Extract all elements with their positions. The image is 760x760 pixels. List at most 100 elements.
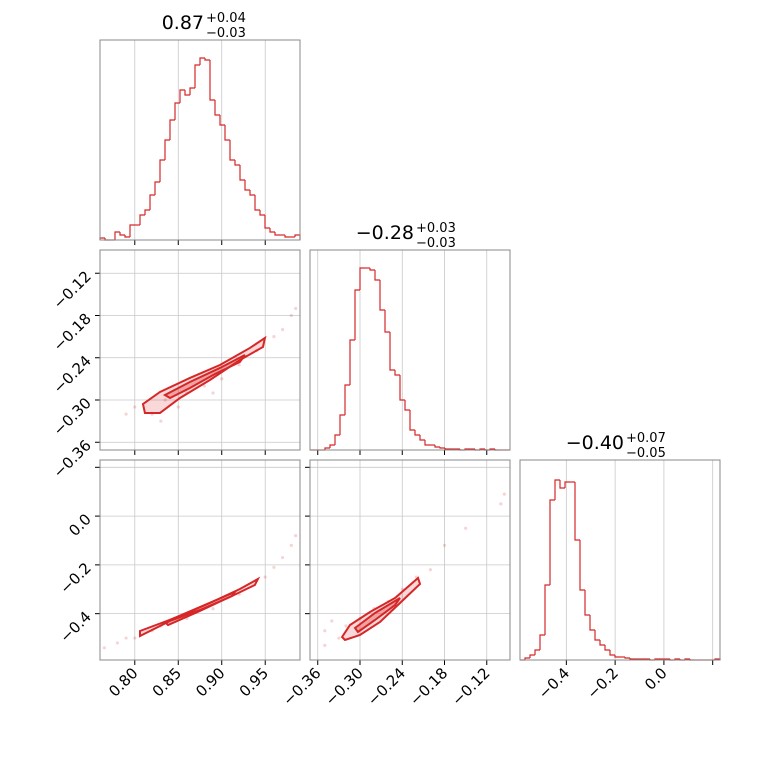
hist-step	[244, 180, 250, 191]
hist-step	[614, 655, 620, 658]
hist-step	[114, 231, 120, 240]
panel-frame	[99, 39, 301, 241]
hist-step	[129, 224, 135, 237]
hist-step	[119, 232, 125, 236]
sample-point	[237, 363, 241, 367]
sample-point	[330, 619, 334, 623]
x-tick-label: 0.85	[149, 664, 185, 700]
hist-step	[234, 160, 240, 166]
sample-point	[281, 327, 285, 332]
hist-step	[549, 499, 555, 585]
hist-step	[394, 370, 400, 376]
hist-step	[269, 228, 275, 233]
hist-step	[124, 235, 130, 238]
hist-step	[264, 215, 270, 229]
x-tick-label: 0.95	[236, 664, 272, 700]
panel-title-upper: +0.03	[416, 221, 456, 236]
sample-point	[464, 526, 468, 530]
sample-point	[289, 543, 293, 547]
x-tick-label: −0.12	[448, 664, 493, 709]
y-tick-label: 0.0	[65, 510, 95, 540]
panel: 0.87 +0.04−0.03	[99, 11, 301, 245]
contour	[353, 597, 401, 634]
y-tick-label: −0.24	[50, 352, 95, 397]
panel-frame	[309, 459, 511, 661]
sample-point	[281, 555, 285, 560]
panel-title: −0.40	[566, 432, 624, 454]
hist-step	[624, 657, 630, 659]
panel-frame	[519, 459, 721, 661]
hist-step	[194, 64, 200, 88]
sample-point	[124, 412, 128, 416]
hist-step	[524, 657, 530, 660]
x-tick-label: −0.30	[322, 664, 367, 709]
sample-point	[323, 629, 327, 633]
y-tick-label: −0.4	[56, 608, 94, 646]
hist-step	[149, 194, 155, 210]
hist-step	[339, 414, 345, 435]
hist-step	[409, 410, 415, 431]
hist-step	[344, 384, 350, 415]
hist-step	[599, 640, 605, 646]
hist-step	[439, 447, 445, 449]
x-tick-label: −0.24	[364, 664, 409, 709]
sample-point	[289, 313, 293, 318]
sample-point	[344, 624, 348, 628]
hist-step	[169, 119, 175, 140]
sample-point	[115, 641, 119, 645]
hist-step	[179, 89, 185, 103]
hist-step	[359, 267, 365, 290]
hist-step	[424, 440, 430, 446]
panel: 0.80 0.85 0.90 0.95 0.0 −0.2 −0.4	[56, 459, 301, 700]
hist-step	[189, 87, 195, 95]
sample-point	[337, 636, 341, 640]
x-tick-label: −0.4	[535, 664, 573, 702]
hist-step	[174, 102, 180, 120]
hist-step	[284, 235, 290, 238]
sample-point	[294, 306, 298, 311]
panel-title-lower: −0.03	[416, 236, 456, 251]
panel-title-upper: +0.07	[626, 431, 666, 446]
hist-step	[544, 584, 550, 635]
panel-title: −0.28	[356, 222, 414, 244]
hist-step	[629, 658, 635, 660]
panel: −0.12−0.18−0.24−0.30−0.36	[50, 249, 301, 482]
sample-point	[272, 335, 276, 339]
hist-step	[379, 280, 385, 311]
hist-step	[594, 630, 600, 641]
hist-step	[324, 447, 330, 450]
y-tick-label: −0.36	[50, 436, 95, 481]
y-tick-label: −0.12	[50, 267, 95, 312]
hist-step	[334, 434, 340, 445]
sample-point	[272, 565, 276, 569]
hist-step	[214, 100, 220, 116]
panel-frame	[309, 249, 511, 451]
sample-point	[294, 534, 298, 538]
panel: −0.36−0.30−0.24−0.18−0.12	[279, 459, 511, 709]
hist-step	[369, 268, 375, 271]
hist-step	[229, 140, 235, 161]
hist-step	[259, 210, 265, 216]
panel-title-lower: −0.05	[626, 446, 666, 461]
hist-step	[399, 375, 405, 401]
hist-step	[294, 234, 301, 240]
panel-title-upper: +0.04	[206, 11, 246, 26]
x-tick-label: 0.80	[105, 664, 141, 700]
hist-step	[574, 482, 580, 541]
hist-step	[274, 232, 280, 236]
hist-step	[584, 590, 590, 616]
hist-step	[404, 400, 410, 411]
x-tick-label: 0.0	[641, 664, 671, 694]
x-tick-label: −0.18	[406, 664, 451, 709]
hist-step	[224, 125, 230, 141]
sample-point	[202, 384, 206, 388]
sample-point	[159, 419, 163, 423]
contour	[162, 354, 246, 400]
hist-step	[184, 90, 190, 96]
sample-point	[133, 405, 137, 409]
hist-step	[579, 540, 585, 591]
hist-step	[254, 195, 260, 211]
hist-step	[219, 115, 225, 126]
